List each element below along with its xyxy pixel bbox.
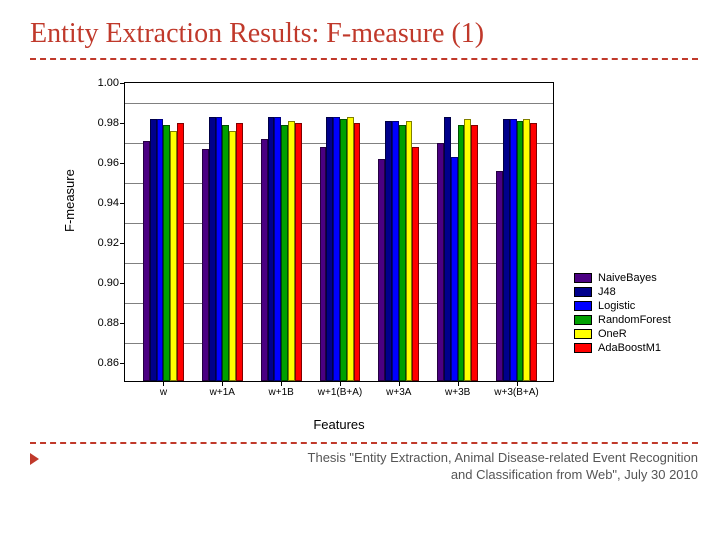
x-tick-label: w (160, 387, 167, 398)
legend-label: J48 (598, 286, 616, 298)
bar (216, 117, 223, 381)
x-tick-label: w+3B (445, 387, 470, 398)
bar (177, 123, 184, 381)
bar (510, 119, 517, 381)
x-tick-label: w+1B (269, 387, 294, 398)
bar (236, 123, 243, 381)
legend-swatch (574, 343, 592, 353)
y-tick-label: 0.92 (98, 237, 119, 249)
bar (163, 125, 170, 381)
legend-label: AdaBoostM1 (598, 342, 661, 354)
legend-swatch (574, 329, 592, 339)
bar (385, 121, 392, 381)
y-tick-label: 0.88 (98, 317, 119, 329)
bar (354, 123, 361, 381)
bar (281, 125, 288, 381)
footer-line-2: and Classification from Web", July 30 20… (451, 467, 698, 482)
bar (295, 123, 302, 381)
bar (333, 117, 340, 381)
legend: NaiveBayes J48 Logistic RandomForest OneR Ada… (574, 272, 671, 356)
legend-swatch (574, 273, 592, 283)
bar (150, 119, 157, 381)
footer-text: Thesis "Entity Extraction, Animal Diseas… (51, 450, 698, 484)
bar (268, 117, 275, 381)
bar (451, 157, 458, 381)
footer-divider (30, 442, 698, 444)
bar (530, 123, 537, 381)
bar (320, 147, 327, 381)
y-tick-label: 1.00 (98, 77, 119, 89)
bar (170, 131, 177, 381)
legend-item: RandomForest (574, 314, 671, 326)
legend-item: AdaBoostM1 (574, 342, 671, 354)
bar (437, 143, 444, 381)
bar (503, 119, 510, 381)
bar (517, 121, 524, 381)
chart-container: F-measure 0.860.880.900.920.940.960.981.… (44, 72, 684, 442)
bar (288, 121, 295, 381)
legend-item: OneR (574, 328, 671, 340)
y-axis-label: F-measure (62, 169, 77, 232)
bar (229, 131, 236, 381)
x-tick-label: w+3(B+A) (494, 387, 538, 398)
bar (406, 121, 413, 381)
y-tick-label: 0.98 (98, 117, 119, 129)
bar (326, 117, 333, 381)
bar (412, 147, 419, 381)
bar (444, 117, 451, 381)
x-axis-label: Features (124, 417, 554, 432)
x-tick-label: w+3A (386, 387, 411, 398)
bar (143, 141, 150, 381)
footer: Thesis "Entity Extraction, Animal Diseas… (0, 450, 728, 484)
bar (399, 125, 406, 381)
bar (523, 119, 530, 381)
bar (392, 121, 399, 381)
plot-area: 0.860.880.900.920.940.960.981.00ww+1Aw+1… (124, 82, 554, 382)
bar (458, 125, 465, 381)
legend-label: RandomForest (598, 314, 671, 326)
y-tick-label: 0.96 (98, 157, 119, 169)
bar (274, 117, 281, 381)
bar (471, 125, 478, 381)
bar (209, 117, 216, 381)
legend-swatch (574, 301, 592, 311)
bar (202, 149, 209, 381)
legend-swatch (574, 287, 592, 297)
bar (378, 159, 385, 381)
legend-item: NaiveBayes (574, 272, 671, 284)
bar (464, 119, 471, 381)
bar (261, 139, 268, 381)
title-divider (30, 58, 698, 60)
slide-title: Entity Extraction Results: F-measure (1) (0, 0, 728, 58)
legend-label: Logistic (598, 300, 635, 312)
legend-label: OneR (598, 328, 627, 340)
legend-item: Logistic (574, 300, 671, 312)
bar (222, 125, 229, 381)
y-tick-label: 0.86 (98, 357, 119, 369)
bar (157, 119, 164, 381)
legend-label: NaiveBayes (598, 272, 657, 284)
y-tick-label: 0.94 (98, 197, 119, 209)
bar (496, 171, 503, 381)
footer-line-1: Thesis "Entity Extraction, Animal Diseas… (308, 450, 698, 465)
footer-marker-icon (30, 453, 39, 465)
bar (340, 119, 347, 381)
legend-swatch (574, 315, 592, 325)
legend-item: J48 (574, 286, 671, 298)
bar (347, 117, 354, 381)
x-tick-label: w+1(B+A) (318, 387, 362, 398)
y-tick-label: 0.90 (98, 277, 119, 289)
x-tick-label: w+1A (210, 387, 235, 398)
